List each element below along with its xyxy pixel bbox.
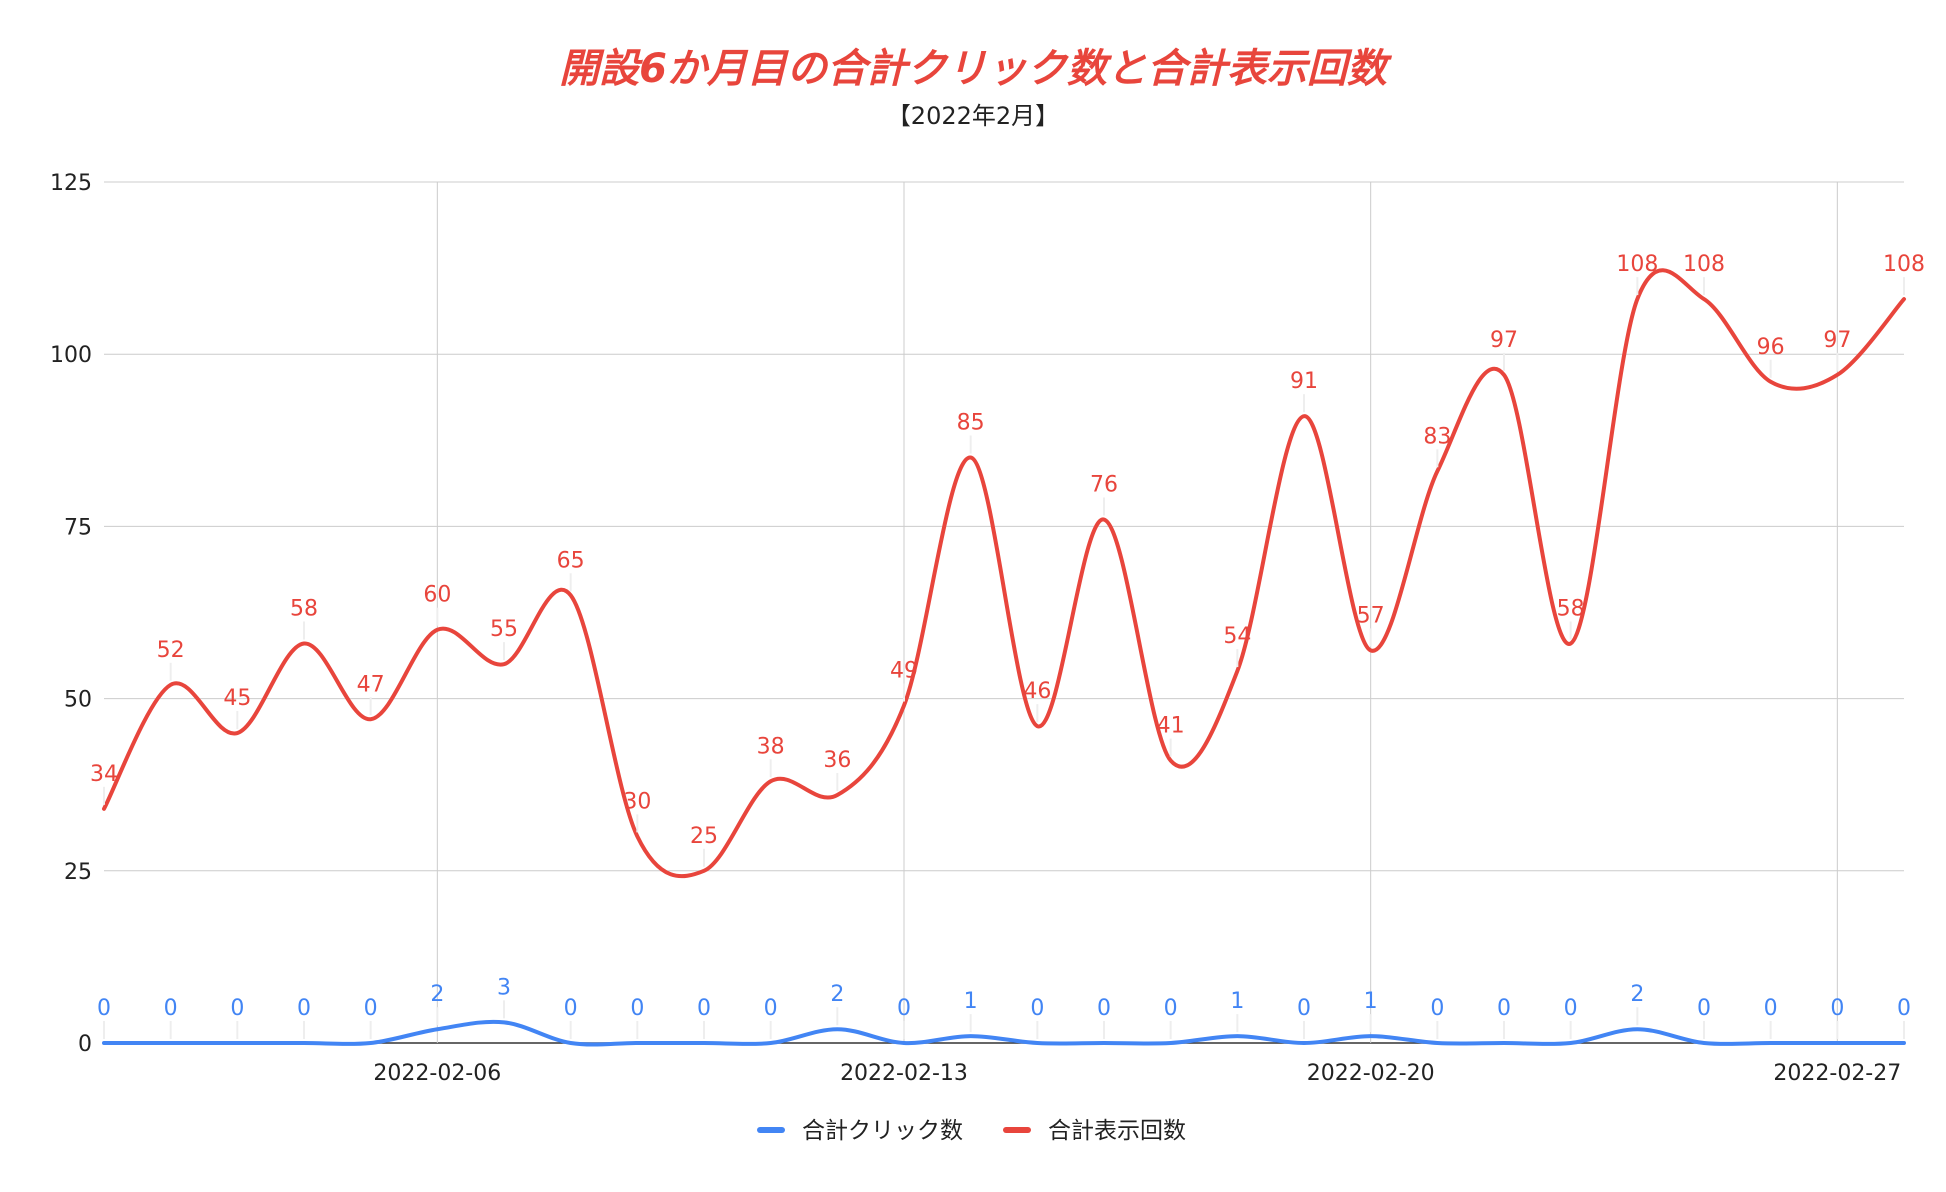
data-label: 1 <box>964 989 978 1014</box>
data-label: 108 <box>1616 252 1658 277</box>
data-label: 45 <box>223 686 251 711</box>
y-tick-label: 75 <box>64 515 92 540</box>
data-label: 0 <box>297 996 311 1021</box>
data-label: 0 <box>1564 996 1578 1021</box>
data-label: 0 <box>1297 996 1311 1021</box>
data-label: 97 <box>1490 328 1518 353</box>
y-tick-label: 0 <box>78 1032 92 1057</box>
data-label: 83 <box>1423 424 1451 449</box>
data-label: 0 <box>1897 996 1911 1021</box>
data-label: 0 <box>364 996 378 1021</box>
data-label: 91 <box>1290 369 1318 394</box>
data-label: 85 <box>957 411 985 436</box>
data-label: 76 <box>1090 473 1118 498</box>
data-label: 0 <box>897 996 911 1021</box>
y-tick-label: 25 <box>64 860 92 885</box>
data-label: 0 <box>1830 996 1844 1021</box>
data-label: 36 <box>823 748 851 773</box>
x-tick-label: 2022-02-20 <box>1307 1061 1435 1086</box>
data-label: 47 <box>357 672 385 697</box>
legend-label: 合計クリック数 <box>802 1118 963 1144</box>
data-label: 0 <box>697 996 711 1021</box>
data-label: 55 <box>490 617 518 642</box>
data-label: 3 <box>497 975 511 1000</box>
data-label: 0 <box>630 996 644 1021</box>
data-label: 30 <box>623 789 651 814</box>
data-label: 0 <box>1164 996 1178 1021</box>
data-label: 0 <box>97 996 111 1021</box>
data-label: 54 <box>1223 624 1251 649</box>
series-layer <box>102 268 1906 1047</box>
data-label: 65 <box>557 548 585 573</box>
data-label: 2 <box>1630 982 1644 1007</box>
x-tick-label: 2022-02-06 <box>373 1061 501 1086</box>
data-label: 0 <box>1030 996 1044 1021</box>
series-line-impressions <box>102 268 1906 879</box>
data-label: 49 <box>890 658 918 683</box>
data-labels: 0 0 0 0 02 30 0 0 020 1 0 0 0 1 0 1 0 0 020 0 0 0345245584760… <box>90 252 1925 1039</box>
chart-title: 開設6か月目の合計クリック数と合計表示回数 <box>559 46 1387 92</box>
x-tick-label: 2022-02-27 <box>1773 1061 1901 1086</box>
data-label: 0 <box>164 996 178 1021</box>
data-label: 96 <box>1757 335 1785 360</box>
y-tick-label: 50 <box>64 688 92 713</box>
data-label: 0 <box>1497 996 1511 1021</box>
data-label: 2 <box>430 982 444 1007</box>
data-label: 0 <box>1097 996 1111 1021</box>
data-label: 46 <box>1023 679 1051 704</box>
y-tick-label: 125 <box>50 171 92 196</box>
data-label: 108 <box>1683 252 1725 277</box>
legend-label: 合計表示回数 <box>1048 1118 1186 1144</box>
data-label: 0 <box>1430 996 1444 1021</box>
data-label: 2 <box>830 982 844 1007</box>
series-line-clicks <box>102 1019 1906 1047</box>
chart-subtitle: 【2022年2月】 <box>886 102 1060 130</box>
data-label: 58 <box>290 596 318 621</box>
data-label: 108 <box>1883 252 1925 277</box>
data-label: 60 <box>423 583 451 608</box>
data-label: 97 <box>1823 328 1851 353</box>
data-label: 0 <box>1764 996 1778 1021</box>
data-label: 38 <box>757 734 785 759</box>
data-label: 0 <box>230 996 244 1021</box>
data-label: 57 <box>1357 603 1385 628</box>
x-axis-ticks: 2022-02-06 2022-02-13 2022-02-20 2022-02-27 <box>373 1061 1901 1086</box>
data-label: 41 <box>1157 714 1185 739</box>
y-axis-ticks: 0 25 50 75 100 125 <box>50 171 92 1057</box>
data-label: 34 <box>90 762 118 787</box>
data-label: 1 <box>1364 989 1378 1014</box>
y-tick-label: 100 <box>50 343 92 368</box>
x-tick-label: 2022-02-13 <box>840 1061 968 1086</box>
data-label: 25 <box>690 824 718 849</box>
legend: 合計クリック数 合計表示回数 <box>757 1118 1186 1144</box>
data-label: 0 <box>1697 996 1711 1021</box>
data-label: 0 <box>564 996 578 1021</box>
data-label: 52 <box>157 638 185 663</box>
data-label: 0 <box>764 996 778 1021</box>
data-label: 1 <box>1230 989 1244 1014</box>
data-label: 58 <box>1557 596 1585 621</box>
